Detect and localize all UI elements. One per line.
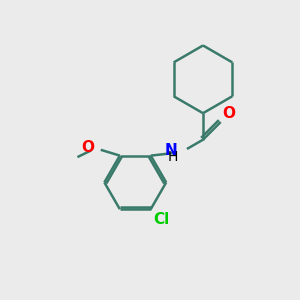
Text: N: N	[165, 143, 178, 158]
Text: H: H	[167, 150, 178, 164]
Text: O: O	[81, 140, 94, 155]
Text: O: O	[222, 106, 235, 121]
Text: Cl: Cl	[153, 212, 169, 226]
